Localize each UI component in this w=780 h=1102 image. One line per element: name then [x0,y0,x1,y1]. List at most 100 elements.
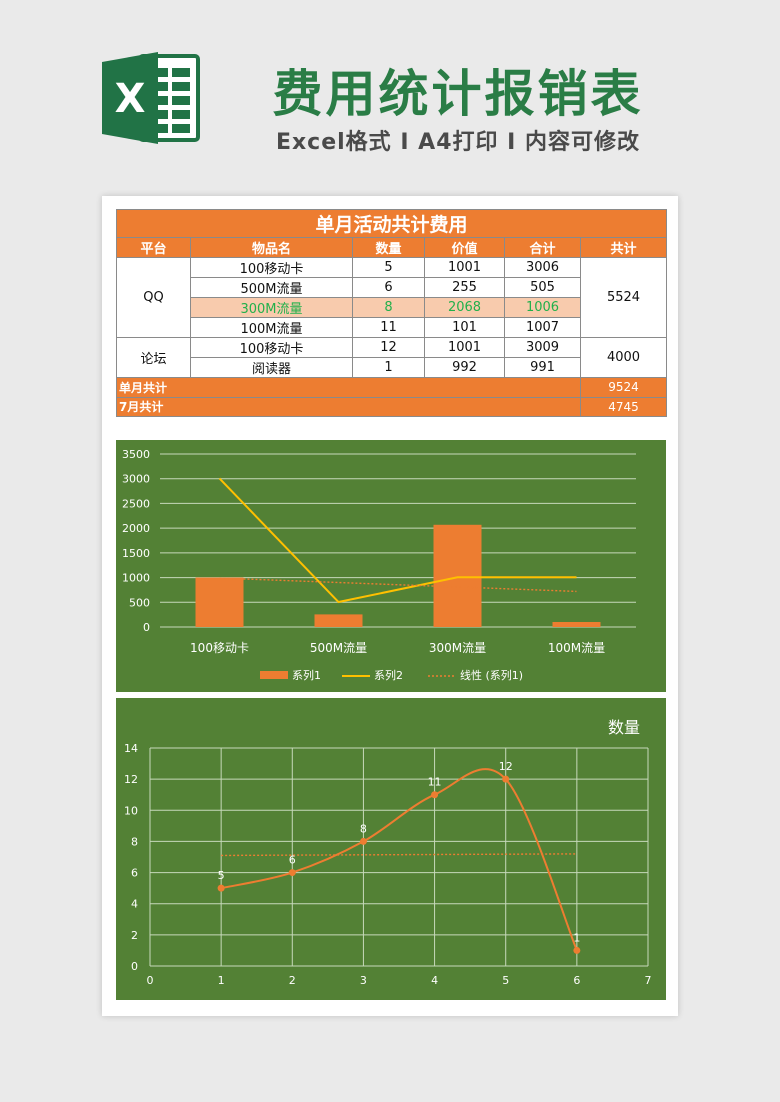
bar-line-chart: 0 500 1000 1500 2000 2500 3000 3500 100移动卡 500M流量… [116,440,666,692]
item-cell: 100M流量 [190,317,353,338]
bar [552,622,601,627]
header: X 费用统计报销表 Excel格式 I A4打印 I 内容可修改 [0,0,780,195]
data-label: 8 [360,822,367,835]
value-cell: 255 [424,277,505,298]
table-row: QQ 100移动卡 5 1001 3006 5524 [116,257,668,338]
bar [314,614,363,627]
sum-cell: 3009 [504,337,581,358]
column-header: 平台 [116,237,191,258]
data-point [573,946,581,954]
platform-cell: QQ [116,257,191,338]
y-tick-label: 4 [131,898,138,911]
y-tick-label: 2 [131,929,138,942]
x-tick-label: 3 [360,974,367,987]
y-tick-label: 8 [131,835,138,848]
data-point [359,837,367,845]
x-tick-label: 500M流量 [310,641,367,655]
sum-cell: 991 [504,357,581,378]
excel-logo-icon: X [102,52,200,144]
legend-label: 系列1 [292,668,321,682]
summary-row: 7月共计 4745 [116,396,668,418]
column-header: 物品名 [190,237,353,258]
column-header: 合计 [504,237,581,258]
qty-cell: 12 [352,337,425,358]
y-tick-label: 3000 [122,473,150,486]
group-total-cell: 5524 [579,257,668,338]
data-point [431,791,439,799]
y-tick-label: 6 [131,867,138,880]
x-tick-label: 1 [218,974,225,987]
table-row: 论坛 100移动卡 12 1001 3009 4000 [116,337,668,378]
data-point [502,775,510,783]
summary-value: 4745 [579,396,668,418]
y-tick-label: 0 [143,621,150,634]
bar [433,524,482,627]
group-total-cell: 4000 [579,337,668,378]
series-line [218,477,577,604]
page-title: 费用统计报销表 [272,65,644,123]
x-tick-label: 5 [502,974,509,987]
x-tick-label: 6 [573,974,580,987]
table-row: 阅读器 1 992 991 [117,357,667,378]
table-caption: 单月活动共计费用 [115,209,668,238]
item-cell: 300M流量 [190,297,353,318]
legend-label: 系列2 [374,668,403,682]
table-header-row: 平台 物品名 数量 价值 合计 共计 [116,237,668,258]
x-tick-label: 100移动卡 [190,641,249,655]
chart-title: 数量 [608,718,640,737]
y-tick-label: 500 [129,596,150,609]
legend-label: 线性 (系列1) [460,668,523,682]
expense-table: 单月活动共计费用 平台 物品名 数量 价值 合计 共计 QQ 100移动卡 5 … [115,209,668,418]
excel-logo-letter: X [115,76,146,122]
data-label: 11 [428,776,442,789]
qty-cell: 5 [352,257,425,278]
value-cell: 1001 [424,337,505,358]
item-cell: 500M流量 [190,277,353,298]
summary-label: 7月共计 [116,396,581,418]
y-tick-label: 2000 [122,522,150,535]
chart-divider [116,692,666,698]
item-cell: 阅读器 [190,357,353,378]
platform-cell: 论坛 [116,337,191,378]
sum-cell: 1007 [504,317,581,338]
data-label: 1 [573,931,580,944]
column-header: 数量 [352,237,425,258]
y-tick-label: 2500 [122,497,150,510]
y-tick-label: 14 [124,742,138,755]
data-label: 6 [289,854,296,867]
spreadsheet-sheet: 单月活动共计费用 平台 物品名 数量 价值 合计 共计 QQ 100移动卡 5 … [102,196,678,1016]
data-point [288,869,296,877]
qty-cell: 8 [352,297,425,318]
y-tick-label: 1500 [122,547,150,560]
x-tick-label: 4 [431,974,438,987]
x-tick-label: 100M流量 [548,641,605,655]
y-tick-label: 0 [131,960,138,973]
y-tick-label: 1000 [122,572,150,585]
y-tick-label: 12 [124,773,138,786]
y-tick-label: 3500 [122,448,150,461]
summary-row: 单月共计 9524 [116,377,668,398]
sum-cell: 3006 [504,257,581,278]
column-header: 价值 [424,237,505,258]
item-cell: 100移动卡 [190,337,353,358]
data-label: 5 [218,869,225,882]
sum-cell: 1006 [504,297,581,318]
value-cell: 101 [424,317,505,338]
table-row-highlighted: 300M流量 8 2068 1006 [117,297,667,318]
trendline [221,853,577,857]
column-header: 共计 [579,237,668,258]
data-point [217,884,225,892]
page-subtitle: Excel格式 I A4打印 I 内容可修改 [275,130,641,155]
x-tick-label: 0 [147,974,154,987]
x-tick-label: 300M流量 [429,641,486,655]
x-tick-label: 2 [289,974,296,987]
bar [195,577,244,627]
sum-cell: 505 [504,277,581,298]
table-row: 100M流量 11 101 1007 [117,317,667,338]
series-curve [220,768,578,951]
table-row: 500M流量 6 255 505 [117,277,667,298]
qty-cell: 11 [352,317,425,338]
y-tick-label: 10 [124,804,138,817]
summary-value: 9524 [579,377,668,398]
